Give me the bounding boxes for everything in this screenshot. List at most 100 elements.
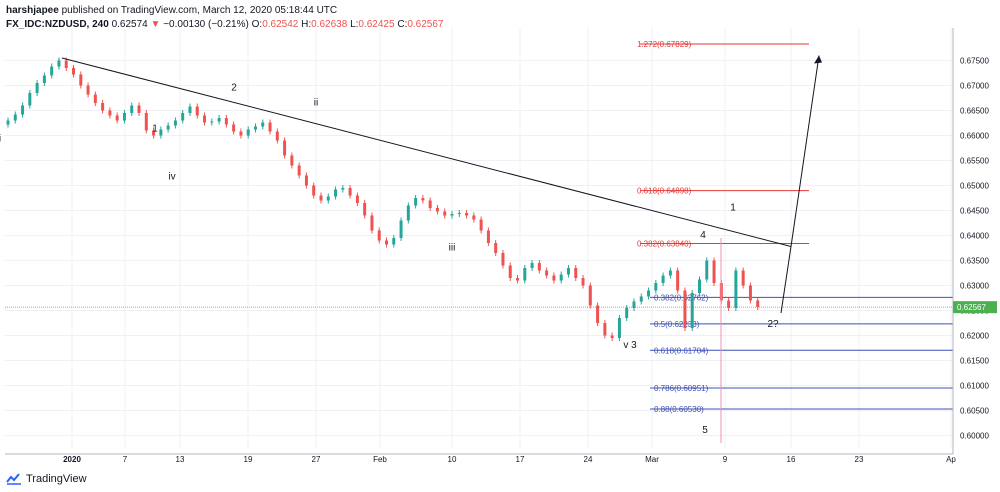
- candle-body: [705, 260, 709, 280]
- candle-body: [465, 213, 469, 216]
- candle-body: [93, 94, 97, 103]
- candle-body: [173, 120, 177, 126]
- candle-body: [697, 279, 701, 293]
- candle-body: [159, 129, 163, 136]
- low-label: L:: [350, 19, 359, 30]
- open-value: 0.62542: [262, 19, 299, 30]
- y-tick-label: 0.64500: [960, 207, 989, 216]
- candle-body: [479, 219, 483, 231]
- fib-extension-upper: 1.272(0.67829) 0.618(0.64898) 0.382(0.6384…: [637, 40, 809, 249]
- high-value: 0.62638: [311, 19, 348, 30]
- y-tick-label: 0.61500: [960, 357, 989, 366]
- candle-body: [574, 268, 578, 278]
- x-tick-label: Mar: [645, 455, 659, 464]
- candle-body: [588, 285, 592, 306]
- open-label: O:: [251, 19, 263, 30]
- candle-body: [676, 270, 680, 291]
- change-arrow: ▼: [150, 19, 161, 30]
- projection-path: [780, 55, 820, 314]
- candle-body: [181, 113, 185, 121]
- candle-body: [486, 230, 490, 243]
- candle-body: [661, 275, 665, 283]
- x-tick-label: 23: [855, 455, 864, 464]
- wave-label: i: [0, 134, 1, 145]
- x-tick-label: 13: [176, 455, 185, 464]
- candle-body: [683, 290, 687, 328]
- last-price-badge: [953, 301, 997, 314]
- candle-body: [450, 214, 454, 216]
- candle-body: [668, 270, 672, 276]
- low-value: 0.62425: [358, 19, 395, 30]
- candle-body: [144, 113, 148, 131]
- wave-label: 1: [152, 124, 158, 135]
- x-tick-label: 9: [723, 455, 728, 464]
- candle-body: [57, 60, 61, 67]
- y-tick-label: 0.65500: [960, 157, 989, 166]
- candle-body: [35, 83, 39, 93]
- x-tick-label: 17: [516, 455, 525, 464]
- candle-body: [756, 300, 760, 307]
- candlestick-series: [6, 57, 760, 341]
- fib-level-label: 0.382(0.63840): [637, 240, 692, 249]
- candle-body: [581, 278, 585, 286]
- chart-axes: 0.67500 0.67000 0.66500 0.66000 0.65500 0.650…: [5, 28, 997, 464]
- wave-label: 5: [702, 425, 708, 436]
- candle-body: [253, 126, 257, 130]
- wave-label: iii: [449, 243, 456, 254]
- change-value: −0.00130 (−0.21%): [163, 19, 249, 30]
- candle-body: [195, 106, 199, 116]
- candle-body: [79, 74, 83, 86]
- candle-body: [377, 230, 381, 241]
- candle-body: [246, 129, 250, 136]
- candle-body: [72, 68, 76, 75]
- last-price-tag: 0.62567: [957, 303, 986, 312]
- x-tick-label: 24: [584, 455, 593, 464]
- candle-body: [283, 140, 287, 156]
- candle-body: [457, 213, 461, 214]
- candle-body: [203, 115, 207, 123]
- candle-body: [341, 188, 345, 190]
- x-tick-label: Feb: [373, 455, 387, 464]
- candle-body: [326, 196, 330, 201]
- candle-body: [414, 198, 418, 206]
- candle-body: [122, 113, 126, 121]
- candle-body: [355, 195, 359, 203]
- candle-body: [275, 131, 279, 141]
- y-tick-label: 0.62000: [960, 332, 989, 341]
- publisher-line: harshjapee published on TradingView.com,…: [6, 4, 444, 18]
- tradingview-logo-icon[interactable]: [6, 473, 22, 485]
- candle-body: [392, 238, 396, 245]
- candle-body: [727, 300, 731, 308]
- footer-brand[interactable]: TradingView: [26, 473, 87, 485]
- chart-header: harshjapee published on TradingView.com,…: [6, 4, 444, 32]
- candle-body: [625, 308, 629, 318]
- candle-body: [632, 301, 636, 308]
- fib-level-label: 0.382(0.62762): [654, 293, 709, 302]
- candle-body: [494, 243, 498, 253]
- fib-retracement-lower: 0.382(0.62762) 0.5(0.62233) 0.618(0.61704)…: [5, 293, 953, 414]
- x-tick-label: 16: [787, 455, 796, 464]
- y-tick-label: 0.60500: [960, 407, 989, 416]
- candle-body: [610, 335, 614, 338]
- symbol-label[interactable]: FX_IDC:NZDUSD, 240: [6, 19, 109, 30]
- candle-body: [290, 155, 294, 166]
- wave-label: iv: [168, 172, 175, 183]
- candle-body: [28, 93, 32, 106]
- publisher-name[interactable]: harshjapee: [6, 5, 59, 16]
- candle-body: [559, 274, 563, 281]
- candle-body: [137, 105, 141, 113]
- fib-level-label: 0.786(0.60951): [654, 384, 709, 393]
- candle-body: [108, 110, 112, 116]
- candle-body: [741, 270, 745, 286]
- candle-body: [435, 208, 439, 212]
- y-tick-label: 0.66000: [960, 132, 989, 141]
- footer: TradingView: [6, 473, 87, 485]
- candle-body: [217, 118, 221, 122]
- candle-body: [21, 105, 25, 115]
- candle-body: [50, 66, 54, 76]
- candle-body: [261, 122, 265, 127]
- chart-grid: [5, 28, 953, 448]
- symbol-line: FX_IDC:NZDUSD, 240 0.62574 ▼ −0.00130 (−…: [6, 18, 444, 32]
